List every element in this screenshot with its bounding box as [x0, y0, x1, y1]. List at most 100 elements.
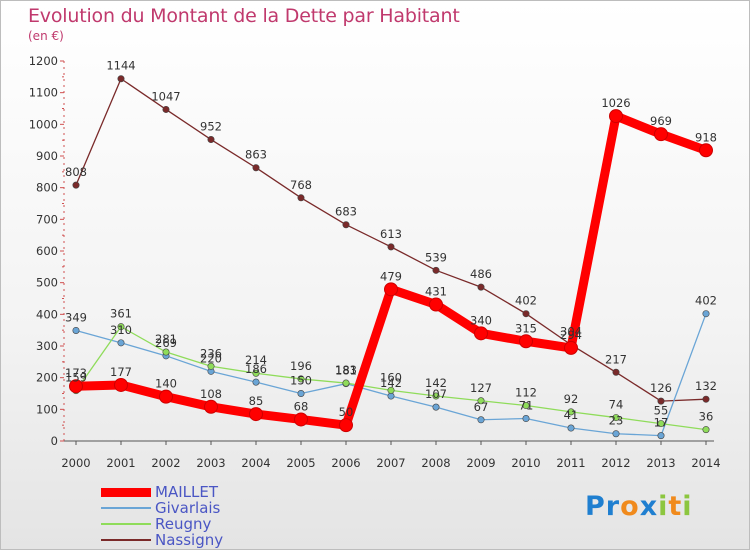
y-tick-label: 400: [36, 307, 58, 321]
x-tick-label: 2013: [646, 456, 675, 470]
y-tick-label: 900: [36, 149, 58, 163]
data-label-maillet: 969: [650, 114, 672, 128]
x-tick-label: 2000: [61, 456, 90, 470]
data-point-maillet: [384, 282, 398, 297]
data-label-maillet: 1026: [601, 96, 630, 110]
y-tick-label: 100: [36, 402, 58, 416]
x-tick-label: 2010: [511, 456, 540, 470]
y-tick-label: 0: [51, 434, 58, 448]
data-point-reugny: [252, 369, 260, 377]
data-label-reugny: 160: [380, 370, 402, 384]
data-label-reugny: 74: [609, 398, 624, 412]
data-label-maillet: 479: [380, 269, 402, 283]
legend-swatch: [101, 487, 151, 497]
legend-label: Reugny: [155, 515, 212, 533]
data-label-nassigny: 683: [335, 205, 357, 219]
data-point-maillet: [204, 399, 218, 414]
data-label-maillet: 918: [695, 130, 717, 144]
data-point-reugny: [702, 426, 710, 434]
data-label-reugny: 127: [470, 381, 492, 395]
data-point-maillet: [564, 340, 578, 355]
data-label-givarlais: 71: [519, 399, 534, 413]
data-point-givarlais: [252, 378, 260, 386]
data-label-nassigny: 952: [200, 120, 222, 134]
data-point-givarlais: [117, 339, 125, 347]
data-label-givarlais: 186: [245, 362, 267, 376]
data-label-nassigny: 863: [245, 148, 267, 162]
data-label-nassigny: 1144: [106, 59, 135, 73]
data-label-nassigny: 486: [470, 267, 492, 281]
data-label-givarlais: 310: [110, 323, 132, 337]
x-tick-label: 2005: [286, 456, 315, 470]
data-point-reugny: [522, 402, 530, 410]
legend-swatch: [101, 507, 151, 509]
data-point-reugny: [117, 323, 125, 331]
y-tick-label: 200: [36, 371, 58, 385]
data-label-nassigny: 217: [605, 352, 627, 366]
y-tick-label: 800: [36, 181, 58, 195]
data-label-nassigny: 768: [290, 178, 312, 192]
data-label-givarlais: 220: [200, 351, 222, 365]
legend-label: Nassigny: [155, 531, 224, 549]
data-point-maillet: [474, 326, 488, 341]
data-point-givarlais: [477, 416, 485, 424]
data-point-givarlais: [702, 310, 710, 318]
data-point-nassigny: [387, 243, 395, 251]
data-label-reugny: 36: [699, 410, 714, 424]
data-label-reugny: 236: [200, 346, 222, 360]
data-point-reugny: [162, 348, 170, 356]
data-label-nassigny: 126: [650, 381, 672, 395]
data-point-maillet: [159, 389, 173, 404]
x-tick-label: 2014: [691, 456, 720, 470]
logo-letter: x: [639, 491, 659, 522]
data-label-givarlais: 150: [290, 374, 312, 388]
data-label-reugny: 361: [110, 307, 132, 321]
data-point-givarlais: [612, 430, 620, 438]
data-label-maillet: 50: [339, 405, 354, 419]
data-label-reugny: 214: [245, 353, 267, 367]
x-tick-label: 2012: [601, 456, 630, 470]
x-tick-label: 2004: [241, 456, 270, 470]
data-labels: 808 1144 1047 952 863 768 683 613 539 486 402 304 21…: [65, 59, 717, 430]
x-tick-label: 2011: [556, 456, 585, 470]
y-tick-label: 1200: [29, 54, 58, 68]
data-label-maillet: 315: [515, 321, 537, 335]
proxiti-logo: Proxiti: [585, 491, 693, 522]
y-tick-label: 1000: [29, 117, 58, 131]
data-label-maillet: 294: [560, 328, 582, 342]
data-point-maillet: [339, 418, 353, 433]
y-tick-label: 600: [36, 244, 58, 258]
data-label-nassigny: 132: [695, 379, 717, 393]
data-point-maillet: [654, 127, 668, 142]
y-tick-label: 1100: [29, 86, 58, 100]
data-point-givarlais: [657, 432, 665, 440]
data-point-nassigny: [477, 283, 485, 291]
data-point-maillet: [609, 109, 623, 124]
data-point-maillet: [429, 297, 443, 312]
logo-letter: P: [585, 491, 606, 522]
data-point-maillet: [249, 407, 263, 422]
data-label-reugny: 281: [155, 332, 177, 346]
legend-swatch: [101, 539, 151, 541]
y-tick-label: 300: [36, 339, 58, 353]
data-label-givarlais: 181: [335, 364, 357, 378]
logo-letter: i: [682, 491, 693, 522]
data-label-reugny: 92: [564, 392, 579, 406]
data-point-maillet: [69, 379, 83, 394]
legend-swatch: [101, 523, 151, 525]
data-point-reugny: [657, 420, 665, 428]
data-point-reugny: [207, 362, 215, 370]
x-tick-label: 2008: [421, 456, 450, 470]
data-label-givarlais: 67: [474, 400, 489, 414]
data-label-givarlais: 349: [65, 310, 87, 324]
data-point-maillet: [294, 412, 308, 427]
data-label-reugny: 112: [515, 386, 537, 400]
data-label-givarlais: 23: [609, 414, 624, 428]
data-label-nassigny: 402: [515, 294, 537, 308]
data-label-maillet: 173: [65, 366, 87, 380]
x-tick-label: 2006: [331, 456, 360, 470]
x-tick-label: 2001: [106, 456, 135, 470]
data-label-givarlais: 107: [425, 387, 447, 401]
